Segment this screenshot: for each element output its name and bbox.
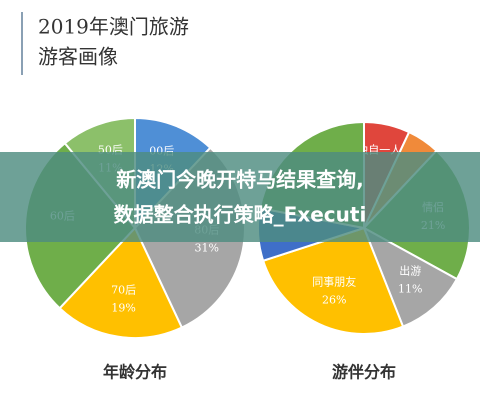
pie-slice: [261, 226, 405, 335]
pie-title: 年龄分布: [103, 363, 167, 382]
slice-value-label: 11%: [398, 282, 422, 295]
banner: [0, 152, 480, 242]
slice-value-label: 19%: [111, 302, 135, 315]
slice-label: 70后: [111, 284, 136, 297]
slice-label: 同事朋友: [312, 274, 356, 288]
slice-value-label: 26%: [322, 293, 346, 306]
pie-slice: [58, 226, 184, 339]
pie-title: 游伴分布: [332, 363, 396, 382]
slice-label: 出游: [399, 263, 421, 277]
slice-value-label: 31%: [194, 241, 218, 254]
title-line: 2019年澳门旅游: [38, 15, 189, 39]
pie-slice: [362, 225, 459, 328]
banner-line: 新澳门今晚开特马结果查询,: [116, 168, 364, 192]
title-line: 游客画像: [38, 45, 118, 69]
banner-line: 数据整合执行策略_Executi: [114, 203, 367, 227]
